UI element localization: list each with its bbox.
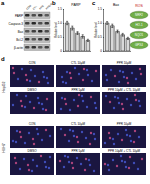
svg-text:1.5: 1.5: [98, 7, 103, 11]
html-text:d: d: [1, 56, 5, 62]
svg-text:PPR 10μM + CTL 10μM: PPR 10μM + CTL 10μM: [108, 88, 140, 92]
svg-text:PPR 10μM + CTL 10μM: PPR 10μM + CTL 10μM: [108, 149, 140, 153]
svg-text:HepG2: HepG2: [2, 81, 6, 92]
svg-text:PARP: PARP: [71, 3, 81, 7]
svg-text:Bax: Bax: [18, 30, 24, 34]
svg-text:0.5: 0.5: [98, 35, 103, 39]
svg-text:PPR 10μM: PPR 10μM: [117, 61, 132, 65]
svg-text:β-actin: β-actin: [14, 46, 23, 50]
svg-text:Bax: Bax: [113, 3, 119, 7]
svg-text:DMSO: DMSO: [28, 88, 38, 92]
svg-text:CON: CON: [25, 4, 32, 11]
svg-text:Bcl-2: Bcl-2: [16, 38, 23, 42]
svg-text:CTL 10μM: CTL 10μM: [71, 122, 85, 126]
svg-text:Caspase-3: Caspase-3: [8, 22, 23, 26]
svg-text:1.0: 1.0: [98, 21, 103, 25]
svg-text:CTL 10μM: CTL 10μM: [71, 61, 85, 65]
svg-text:HUH7: HUH7: [2, 143, 6, 153]
svg-text:ROS: ROS: [135, 4, 143, 8]
svg-text:0.5: 0.5: [58, 35, 63, 39]
svg-text:0: 0: [100, 49, 102, 53]
svg-text:DMSO: DMSO: [28, 149, 38, 153]
svg-text:NQO1: NQO1: [135, 33, 144, 37]
svg-text:0: 0: [60, 49, 62, 53]
html-text:b: b: [52, 0, 56, 6]
svg-text:Relative level: Relative level: [94, 22, 98, 38]
svg-text:GPX4: GPX4: [135, 43, 143, 47]
svg-text:PPR 5μM: PPR 5μM: [72, 149, 85, 153]
html-text:a: a: [1, 0, 5, 6]
svg-text:CON: CON: [29, 61, 36, 65]
svg-text:Relative level: Relative level: [54, 22, 58, 38]
svg-text:PPR+CTL: PPR+CTL: [45, 0, 52, 11]
svg-text:NRF2: NRF2: [135, 13, 143, 17]
svg-text:PPR: PPR: [38, 4, 45, 11]
svg-text:CTL: CTL: [32, 4, 39, 11]
svg-text:CON: CON: [29, 122, 36, 126]
svg-text:1.5: 1.5: [58, 7, 63, 11]
svg-text:PARP: PARP: [15, 14, 23, 18]
html-text:c: c: [92, 0, 96, 6]
svg-text:PPR 10μM: PPR 10μM: [117, 122, 132, 126]
svg-text:1.0: 1.0: [58, 21, 63, 25]
svg-text:HO-1: HO-1: [135, 23, 142, 27]
svg-text:PPR 5μM: PPR 5μM: [72, 88, 85, 92]
